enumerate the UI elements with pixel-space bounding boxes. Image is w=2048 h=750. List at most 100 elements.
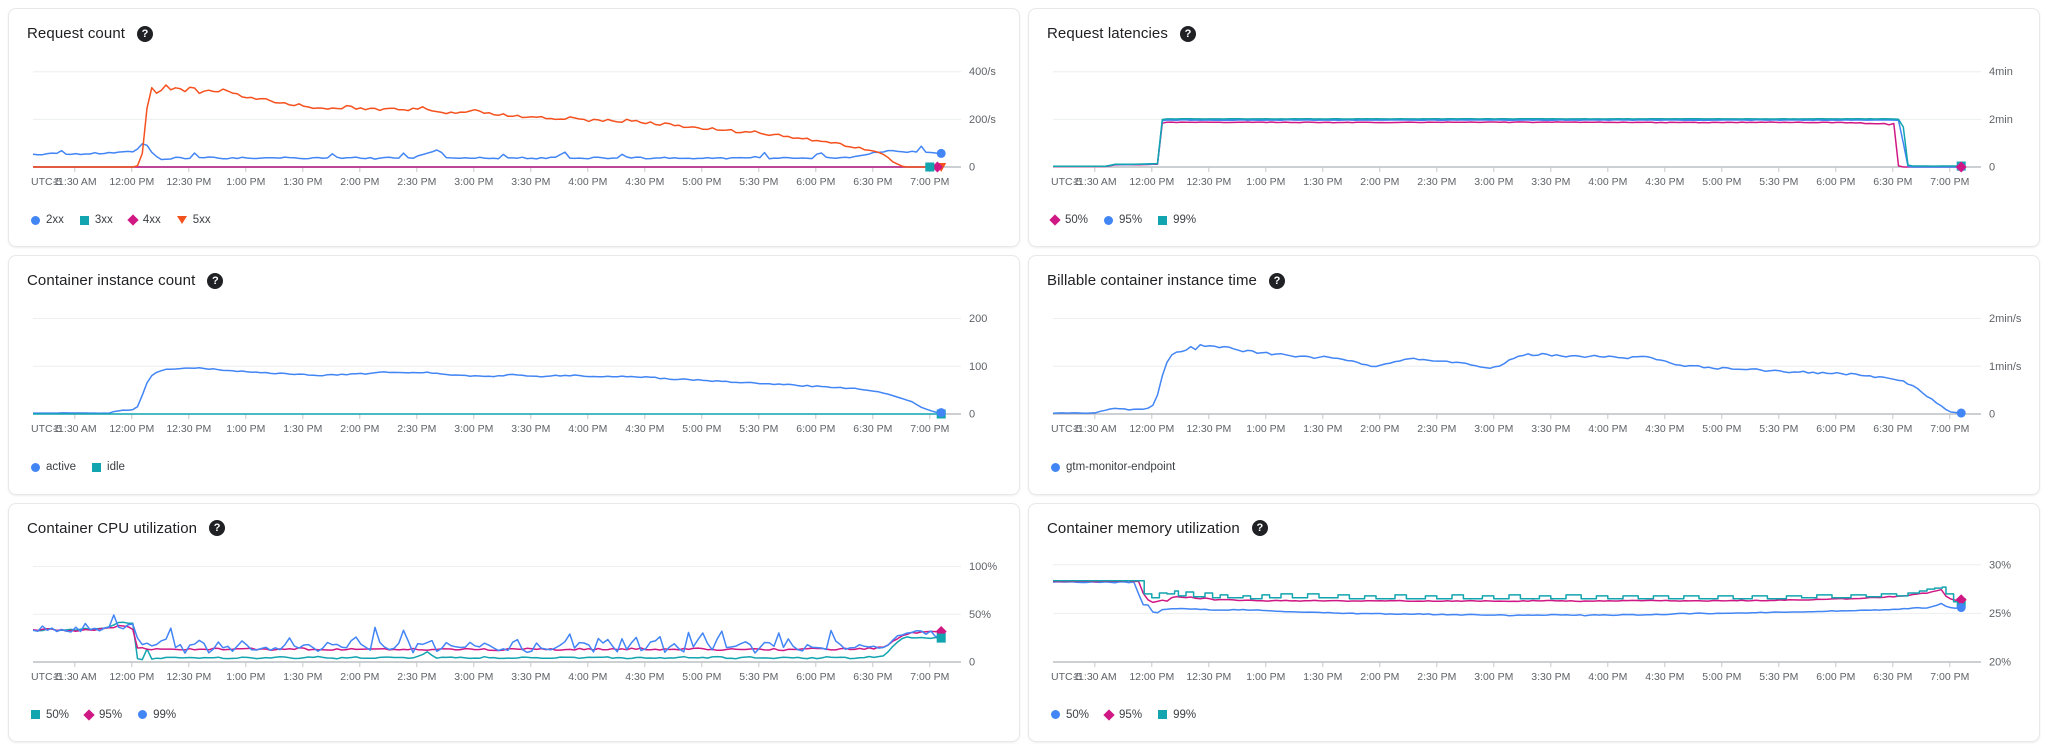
help-icon[interactable]: ?	[207, 272, 224, 289]
x-axis-label: 2:30 PM	[397, 176, 436, 188]
series-line-99%	[32, 613, 942, 654]
x-axis-label: 5:30 PM	[739, 671, 778, 683]
legend-label: 2xx	[46, 214, 64, 226]
billable-container-instance-time-chart[interactable]: 0 1min/s 2min/s 11:30 AM 12:00 PM 12:30 PM 1:0…	[1029, 294, 2039, 450]
card-header: Container memory utilization ?	[1029, 504, 2039, 542]
legend-item-99-[interactable]: 99%	[1158, 214, 1196, 226]
help-icon[interactable]: ?	[1179, 25, 1196, 42]
card-header: Container CPU utilization ?	[9, 504, 1019, 542]
legend-item-gtm-monitor-endpoint[interactable]: gtm-monitor-endpoint	[1051, 461, 1175, 473]
x-axis-label: 1:30 PM	[283, 671, 322, 683]
x-axis-label: 12:00 PM	[109, 423, 154, 435]
x-axis-label: 12:00 PM	[1129, 176, 1174, 188]
x-axis-label: 4:00 PM	[1588, 671, 1627, 683]
x-axis-label: 5:00 PM	[1702, 176, 1741, 188]
legend-label: 99%	[1173, 708, 1197, 721]
diamond-marker-icon	[127, 214, 139, 226]
legend-label: 95%	[1119, 214, 1143, 226]
x-axis-label: 4:30 PM	[625, 176, 664, 188]
legend-item-99-[interactable]: 99%	[138, 709, 176, 721]
x-axis-label: 7:00 PM	[910, 423, 949, 435]
square-marker-icon	[1158, 710, 1168, 720]
y-axis-label: 2min	[1989, 114, 2013, 126]
series-end-diamond-icon	[1955, 593, 1967, 605]
request-latencies-chart[interactable]: 0 2min 4min 11:30 AM 12:00 PM 12:30 PM 1:00 PM…	[1029, 47, 2039, 203]
x-axis-label: 12:30 PM	[166, 671, 211, 683]
request-count-chart[interactable]: 0 200/s 400/s 11:30 AM 12:00 PM 12:30 PM 1:00 …	[9, 47, 1019, 203]
legend-item-2xx[interactable]: 2xx	[31, 214, 64, 226]
x-axis-label: 12:00 PM	[1129, 423, 1174, 435]
x-axis-label: 5:00 PM	[1702, 671, 1741, 683]
x-axis-label: 1:30 PM	[1303, 423, 1342, 435]
help-icon[interactable]: ?	[1268, 272, 1285, 289]
legend-item-95-[interactable]: 95%	[83, 709, 122, 721]
x-axis-label: 6:30 PM	[1873, 176, 1912, 188]
legend-item-5xx[interactable]: 5xx	[176, 214, 211, 226]
series-end-diamond-icon	[931, 161, 943, 173]
chart-title: Container memory utilization	[1047, 519, 1240, 537]
x-axis-label: 6:00 PM	[1816, 423, 1855, 435]
legend-item-50-[interactable]: 50%	[31, 709, 69, 721]
legend-item-3xx[interactable]: 3xx	[79, 214, 113, 226]
card-header: Container instance count ?	[9, 256, 1019, 294]
help-icon[interactable]: ?	[1251, 520, 1268, 537]
x-axis-label: 5:00 PM	[682, 671, 721, 683]
help-icon[interactable]: ?	[137, 25, 154, 42]
x-axis-label: 3:00 PM	[454, 423, 493, 435]
x-axis-label: 4:00 PM	[1588, 423, 1627, 435]
chart-legend: 50% 95% 99%	[1029, 203, 2039, 233]
x-axis-label: 7:00 PM	[1930, 671, 1969, 683]
x-axis-label: 12:30 PM	[1186, 423, 1231, 435]
x-axis-label: 1:30 PM	[1303, 176, 1342, 188]
x-axis-label: 2:00 PM	[340, 423, 379, 435]
help-icon[interactable]: ?	[209, 520, 226, 537]
y-axis-label: 25%	[1989, 608, 2011, 620]
legend-label: 4xx	[142, 214, 161, 226]
x-axis-label: 2:30 PM	[397, 423, 436, 435]
square-marker-icon	[1158, 215, 1168, 225]
container-instance-count-chart[interactable]: 0 100 200 11:30 AM 12:00 PM 12:30 PM 1:00 PM 1:…	[9, 294, 1019, 450]
x-axis-label: 3:00 PM	[454, 176, 493, 188]
x-axis-label: 11:30 AM	[53, 423, 97, 435]
x-axis-label: 2:30 PM	[397, 671, 436, 683]
container-cpu-utilization-chart[interactable]: 0 50% 100% 11:30 AM 12:00 PM 12:30 PM 1:00 PM 1…	[9, 542, 1019, 698]
timezone-label: UTC-5	[31, 671, 62, 683]
series-line-gtm-monitor-endpoint	[1052, 344, 1962, 415]
legend-item-50-[interactable]: 50%	[1051, 709, 1089, 721]
chart-title: Container CPU utilization	[27, 519, 198, 537]
container-memory-utilization-chart[interactable]: 20% 25% 30% 11:30 AM 12:00 PM 12:30 PM 1:00 PM…	[1029, 542, 2039, 698]
legend-label: active	[46, 461, 77, 474]
y-axis-label: 400/s	[969, 66, 996, 78]
legend-label: 5xx	[192, 214, 211, 226]
y-axis-label: 50%	[969, 608, 991, 620]
diamond-marker-icon	[1103, 708, 1115, 721]
legend-item-95-[interactable]: 95%	[1104, 214, 1142, 226]
series-line-99%	[1053, 118, 1962, 168]
x-axis-label: 1:00 PM	[226, 671, 265, 683]
x-axis-label: 12:00 PM	[109, 176, 154, 188]
series-line-active	[33, 367, 942, 415]
legend-item-active[interactable]: active	[31, 461, 76, 473]
legend-item-50-[interactable]: 50%	[1049, 214, 1088, 226]
chart-legend: 50% 95% 99%	[9, 698, 1019, 728]
legend-item-99-[interactable]: 99%	[1158, 709, 1196, 721]
legend-item-idle[interactable]: idle	[92, 461, 125, 473]
x-axis-label: 6:00 PM	[796, 176, 835, 188]
request-count-card: Request count ? 0 200/s 400/s 11:30 AM 12:00…	[8, 8, 1020, 248]
x-axis-label: 2:00 PM	[340, 176, 379, 188]
circle-marker-icon	[31, 215, 40, 225]
series-line-99%	[1053, 579, 1962, 603]
x-axis-label: 3:00 PM	[1474, 176, 1513, 188]
legend-label: 95%	[1119, 708, 1143, 721]
series-end-diamond-icon	[1955, 161, 1967, 173]
chart-title: Container instance count	[27, 272, 196, 290]
x-axis-label: 3:30 PM	[1531, 176, 1570, 188]
series-end-square-icon	[925, 162, 935, 172]
legend-item-95-[interactable]: 95%	[1103, 708, 1143, 721]
series-end-circle-icon	[936, 408, 946, 418]
legend-item-4xx[interactable]: 4xx	[127, 214, 161, 226]
y-axis-label: 0	[1989, 409, 1995, 421]
chart-title: Billable container instance time	[1047, 272, 1257, 290]
x-axis-label: 1:30 PM	[283, 423, 322, 435]
y-axis-label: 2min/s	[1989, 313, 2022, 325]
